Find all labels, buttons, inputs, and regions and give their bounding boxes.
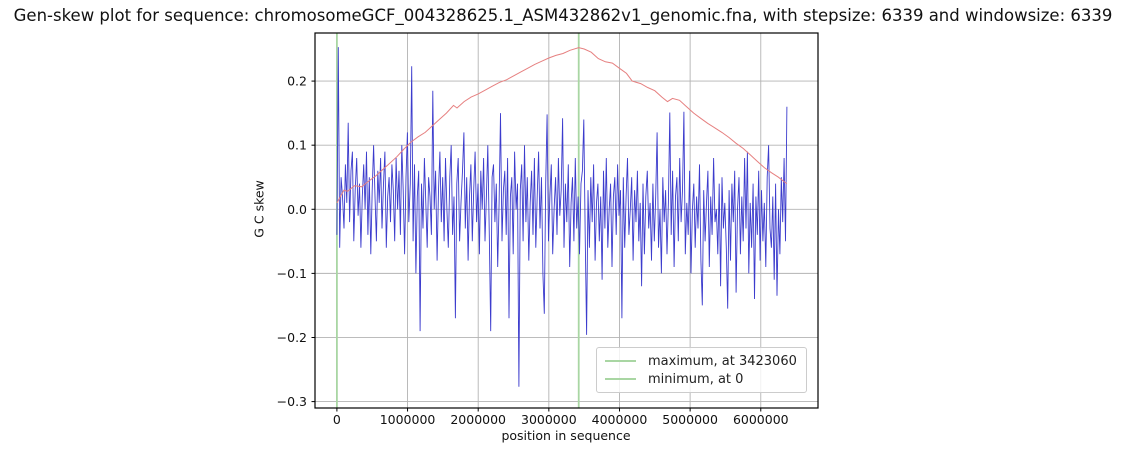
- cumulative-skew-line: [336, 47, 788, 204]
- x-tick-label: 6000000: [733, 412, 789, 427]
- x-tick-label: 2000000: [450, 412, 506, 427]
- y-tick-label: −0.3: [277, 394, 307, 409]
- window-skew-line: [336, 47, 788, 387]
- y-tick-label: −0.2: [277, 330, 307, 345]
- legend-entry-minimum: minimum, at 0: [605, 372, 798, 387]
- axes-spines: [314, 32, 819, 409]
- legend-entry-maximum: maximum, at 3423060: [605, 354, 798, 369]
- y-axis-label: G C skew: [251, 180, 267, 238]
- legend-label-minimum: minimum, at 0: [648, 371, 744, 387]
- chart-title: Gen-skew plot for sequence: chromosomeGC…: [13, 6, 1113, 25]
- legend-label-maximum: maximum, at 3423060: [648, 353, 797, 369]
- y-tick-label: 0.0: [287, 202, 307, 217]
- max-vline-swatch: [605, 360, 636, 362]
- x-tick-label: 4000000: [592, 412, 648, 427]
- x-axis-label: position in sequence: [501, 428, 631, 443]
- legend: maximum, at 3423060 minimum, at 0: [596, 347, 807, 393]
- x-tick-label: 0: [333, 412, 341, 427]
- min-vline-swatch: [605, 378, 636, 380]
- x-tick-label: 5000000: [662, 412, 718, 427]
- y-tick-label: −0.1: [277, 266, 307, 281]
- x-tick-label: 3000000: [521, 412, 577, 427]
- x-tick-label: 1000000: [380, 412, 436, 427]
- y-tick-label: 0.1: [287, 138, 307, 153]
- y-tick-label: 0.2: [287, 74, 307, 89]
